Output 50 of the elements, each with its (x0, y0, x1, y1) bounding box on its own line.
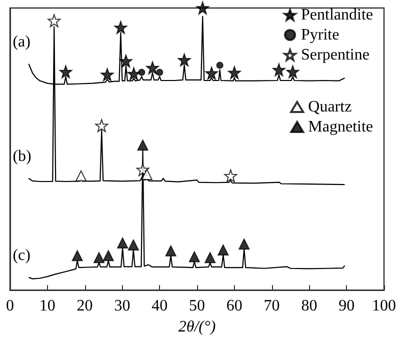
point (272, 63, 286, 76)
point (102, 250, 114, 262)
x-tick-label: 50 (189, 298, 205, 315)
series-label: (c) (12, 246, 30, 264)
x-tick-label: 100 (372, 298, 396, 315)
point (137, 140, 148, 151)
point (95, 119, 108, 132)
point (218, 244, 229, 256)
x-tick-label: 80 (301, 298, 318, 315)
point (178, 53, 191, 66)
point (128, 239, 139, 250)
legend-label: Serpentine (301, 46, 370, 64)
x-tick-label: 60 (226, 298, 242, 315)
point (114, 20, 128, 34)
x-tick-label: 90 (338, 298, 355, 315)
point (146, 61, 159, 74)
point (119, 54, 132, 68)
point (138, 68, 146, 76)
x-axis-title: 2θ/(°) (178, 318, 216, 336)
x-tick-label: 20 (76, 298, 93, 315)
point (205, 66, 218, 80)
series-label: (b) (12, 148, 32, 165)
point (216, 62, 224, 69)
point (72, 250, 83, 262)
x-tick-label: 0 (6, 298, 14, 315)
x-tick-label: 40 (152, 298, 168, 315)
point (228, 66, 241, 80)
point (165, 245, 176, 256)
point (100, 68, 114, 82)
point (48, 14, 61, 28)
point (156, 68, 164, 76)
series-label: (a) (12, 33, 30, 50)
point (224, 169, 238, 182)
x-tick-label: 70 (264, 298, 280, 315)
point (238, 238, 250, 250)
point (196, 2, 210, 14)
legend-label: Magnetite (308, 118, 374, 136)
point (94, 252, 105, 264)
point (76, 170, 87, 182)
point (204, 252, 216, 264)
x-tick-label: 10 (39, 298, 56, 315)
point (117, 237, 128, 248)
x-tick-label: 30 (114, 298, 130, 315)
legend-label: Pentlandite (301, 6, 373, 24)
legend-label: Quartz (308, 98, 352, 116)
legend-label: Pyrite (301, 26, 340, 44)
point (188, 251, 200, 262)
point (59, 65, 72, 78)
point (286, 65, 300, 78)
point (127, 67, 140, 80)
